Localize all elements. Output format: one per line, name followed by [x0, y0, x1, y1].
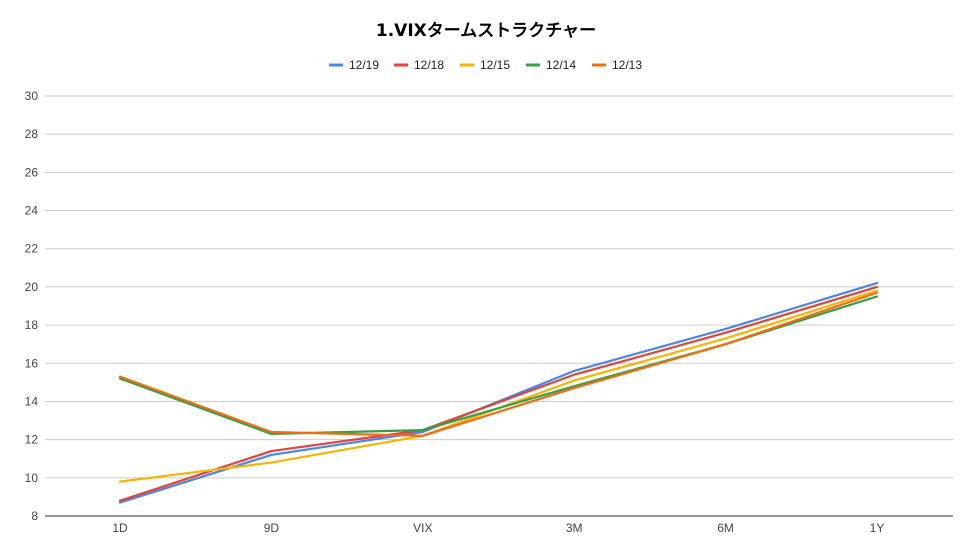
legend-label: 12/18: [414, 58, 444, 72]
y-tick-label: 10: [25, 471, 39, 485]
gridlines: [45, 95, 953, 479]
y-tick-label: 16: [25, 356, 39, 370]
y-tick-label: 8: [31, 509, 38, 523]
legend-label: 12/13: [612, 58, 642, 72]
y-axis-tick-labels: 8 10 12 14 16 18 20 22 24 26 28 30: [25, 89, 39, 523]
y-tick-label: 12: [25, 433, 39, 447]
series-line-12-19: [118, 281, 879, 504]
legend-label: 12/14: [546, 58, 576, 72]
y-tick-label: 28: [25, 127, 39, 141]
x-tick-label: 9D: [264, 521, 280, 535]
x-tick-label: 1D: [112, 521, 128, 535]
y-tick-label: 26: [25, 165, 39, 179]
y-tick-label: 14: [25, 394, 39, 408]
x-tick-label: 3M: [566, 521, 583, 535]
x-tick-label: 1Y: [870, 521, 885, 535]
series-line-12-18: [118, 285, 879, 502]
legend-label: 12/15: [480, 58, 510, 72]
series-lines: [118, 281, 879, 504]
y-tick-label: 22: [25, 242, 39, 256]
legend: 12/19 12/18 12/15 12/14 12/13: [329, 58, 642, 72]
series-line-12-13: [118, 291, 879, 437]
y-tick-label: 20: [25, 280, 39, 294]
x-axis-tick-labels: 1D 9D VIX 3M 6M 1Y: [112, 521, 884, 535]
y-tick-label: 24: [25, 204, 39, 218]
y-tick-label: 30: [25, 89, 39, 103]
chart-title: 1.VIXタームストラクチャー: [376, 21, 596, 41]
y-tick-label: 18: [25, 318, 39, 332]
x-tick-label: 6M: [717, 521, 734, 535]
x-tick-label: VIX: [413, 521, 432, 535]
series-line-12-15: [118, 289, 879, 483]
legend-label: 12/19: [349, 58, 379, 72]
